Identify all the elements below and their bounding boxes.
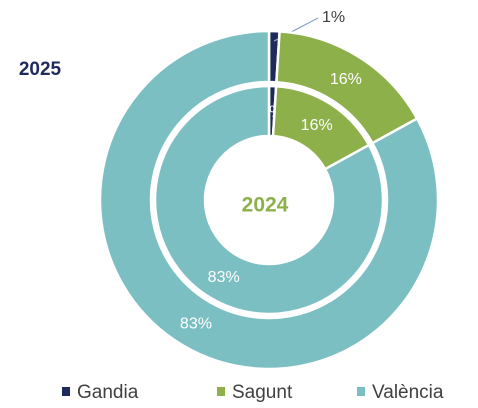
donut-slice — [98, 29, 440, 371]
data-label: 1% — [322, 9, 345, 26]
inner-ring-title: 2024 — [242, 194, 289, 217]
legend-label: València — [372, 382, 444, 403]
legend-label: Gandia — [77, 382, 139, 403]
outer-ring-title: 2025 — [19, 59, 62, 80]
legend-swatch — [217, 387, 225, 396]
legend-swatch — [62, 387, 70, 396]
data-label: 16% — [301, 117, 333, 134]
legend-swatch — [357, 387, 365, 396]
legend-label: Sagunt — [232, 382, 293, 403]
data-label: 16% — [330, 71, 362, 88]
donut-slice — [153, 84, 385, 316]
data-label: 83% — [208, 269, 240, 286]
data-label: 83% — [180, 316, 212, 333]
